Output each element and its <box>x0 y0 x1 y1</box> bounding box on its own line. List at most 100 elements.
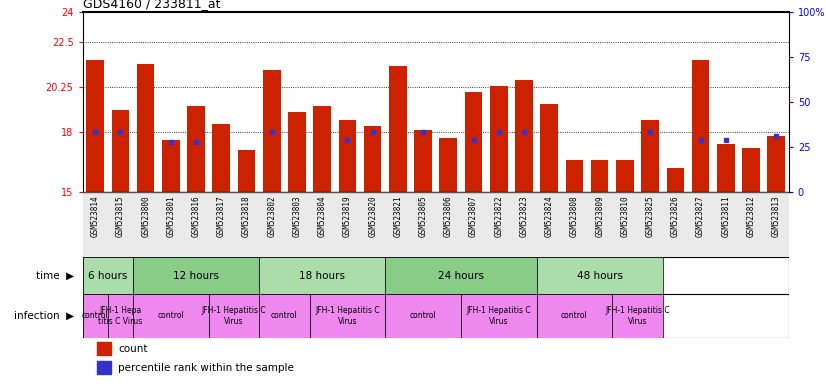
Text: JFH-1 Hepa
titis C Virus: JFH-1 Hepa titis C Virus <box>98 306 143 326</box>
Bar <box>87 60 104 192</box>
Text: GDS4160 / 233811_at: GDS4160 / 233811_at <box>83 0 220 10</box>
Text: 6 hours: 6 hours <box>88 270 127 281</box>
Bar <box>259 192 284 257</box>
Bar <box>238 150 255 192</box>
Bar <box>183 192 209 257</box>
Bar <box>767 136 785 192</box>
Bar <box>638 192 662 257</box>
Bar <box>133 192 159 257</box>
Bar <box>566 160 583 192</box>
Text: GSM523812: GSM523812 <box>747 195 756 237</box>
Bar <box>310 192 335 257</box>
Text: GSM523821: GSM523821 <box>393 195 402 237</box>
Text: control: control <box>561 311 588 320</box>
Bar <box>363 126 382 192</box>
Text: GSM523804: GSM523804 <box>318 195 327 237</box>
Bar <box>234 192 259 257</box>
Text: GSM523819: GSM523819 <box>343 195 352 237</box>
Text: GSM523808: GSM523808 <box>570 195 579 237</box>
Bar <box>411 192 436 257</box>
Text: GSM523803: GSM523803 <box>292 195 301 237</box>
Text: JFH-1 Hepatitis C
Virus: JFH-1 Hepatitis C Virus <box>605 306 670 326</box>
Text: GSM523810: GSM523810 <box>620 195 629 237</box>
Bar <box>662 192 688 257</box>
Text: 48 hours: 48 hours <box>577 270 623 281</box>
Bar <box>112 110 129 192</box>
Text: GSM523824: GSM523824 <box>544 195 553 237</box>
Bar <box>108 294 133 338</box>
Bar <box>763 192 789 257</box>
Bar <box>415 130 432 192</box>
Bar <box>288 112 306 192</box>
Bar <box>209 192 234 257</box>
Bar <box>537 257 662 294</box>
Bar <box>490 86 508 192</box>
Bar <box>209 294 259 338</box>
Text: GSM523815: GSM523815 <box>116 195 125 237</box>
Bar <box>97 342 111 355</box>
Bar <box>162 140 180 192</box>
Text: count: count <box>118 344 147 354</box>
Bar <box>436 192 461 257</box>
Bar <box>389 66 406 192</box>
Text: 18 hours: 18 hours <box>299 270 345 281</box>
Bar <box>259 294 310 338</box>
Bar <box>537 192 562 257</box>
Bar <box>691 60 710 192</box>
Bar <box>259 257 385 294</box>
Bar <box>385 192 411 257</box>
Bar <box>743 148 760 192</box>
Bar <box>461 192 487 257</box>
Bar <box>465 92 482 192</box>
Bar <box>188 106 205 192</box>
Bar <box>137 64 154 192</box>
Bar <box>385 257 537 294</box>
Text: GSM523823: GSM523823 <box>520 195 529 237</box>
Bar <box>284 192 310 257</box>
Bar <box>713 192 738 257</box>
Text: 24 hours: 24 hours <box>438 270 484 281</box>
Bar <box>83 257 133 294</box>
Bar <box>612 294 662 338</box>
Text: GSM523802: GSM523802 <box>268 195 276 237</box>
Bar <box>688 192 713 257</box>
Bar <box>738 192 763 257</box>
Text: GSM523801: GSM523801 <box>166 195 175 237</box>
Text: GSM523814: GSM523814 <box>91 195 100 237</box>
Bar <box>641 120 659 192</box>
Text: GSM523822: GSM523822 <box>494 195 503 237</box>
Text: GSM523825: GSM523825 <box>646 195 655 237</box>
Bar <box>612 192 638 257</box>
Bar <box>587 192 612 257</box>
Text: GSM523811: GSM523811 <box>721 195 730 237</box>
Bar <box>562 192 587 257</box>
Bar <box>310 294 385 338</box>
Bar <box>83 192 108 257</box>
Text: JFH-1 Hepatitis C
Virus: JFH-1 Hepatitis C Virus <box>467 306 531 326</box>
Text: GSM523807: GSM523807 <box>469 195 478 237</box>
Text: percentile rank within the sample: percentile rank within the sample <box>118 363 294 373</box>
Text: control: control <box>271 311 297 320</box>
Bar <box>511 192 537 257</box>
Bar <box>537 294 612 338</box>
Bar <box>335 192 360 257</box>
Text: GSM523817: GSM523817 <box>216 195 225 237</box>
Bar <box>97 361 111 374</box>
Text: JFH-1 Hepatitis C
Virus: JFH-1 Hepatitis C Virus <box>202 306 266 326</box>
Bar <box>133 294 209 338</box>
Bar <box>591 160 609 192</box>
Bar <box>339 120 356 192</box>
Text: JFH-1 Hepatitis C
Virus: JFH-1 Hepatitis C Virus <box>316 306 380 326</box>
Text: GSM523805: GSM523805 <box>419 195 428 237</box>
Text: GSM523809: GSM523809 <box>596 195 604 237</box>
Bar <box>263 70 281 192</box>
Text: control: control <box>82 311 108 320</box>
Bar <box>133 257 259 294</box>
Bar <box>667 168 684 192</box>
Text: GSM523818: GSM523818 <box>242 195 251 237</box>
Text: GSM523813: GSM523813 <box>771 195 781 237</box>
Text: time  ▶: time ▶ <box>36 270 74 281</box>
Bar <box>159 192 183 257</box>
Bar <box>108 192 133 257</box>
Bar <box>439 138 457 192</box>
